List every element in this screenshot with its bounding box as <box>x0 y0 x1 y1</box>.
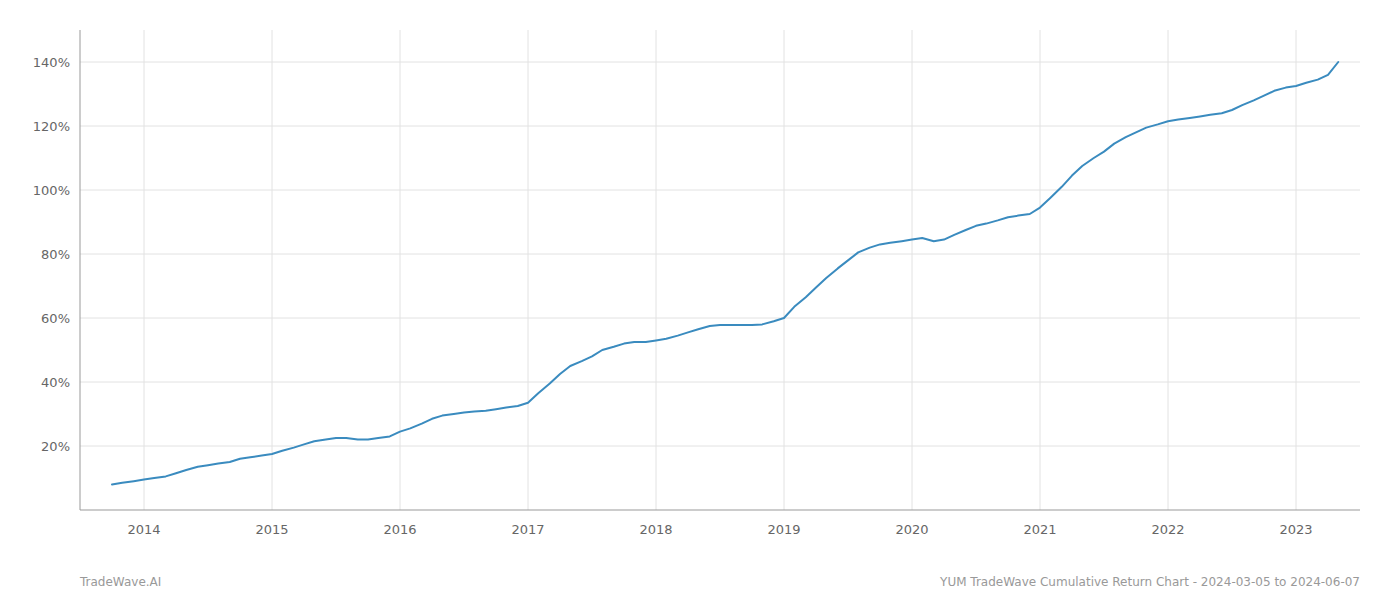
x-tick-label: 2023 <box>1279 522 1312 537</box>
y-tick-label: 140% <box>33 55 70 70</box>
y-grid-line <box>80 190 1360 191</box>
x-tick-label: 2019 <box>767 522 800 537</box>
chart: 2014 2015 2016 2017 2018 2019 2020 2021 2022 2023… <box>0 0 1400 600</box>
y-axis-line <box>80 30 81 510</box>
y-tick-label: 80% <box>41 247 70 262</box>
x-axis-line <box>80 510 1360 511</box>
y-grid-line <box>80 446 1360 447</box>
x-grid-line <box>272 30 273 510</box>
axes: 2014 2015 2016 2017 2018 2019 2020 2021 2022 2023… <box>33 30 1360 537</box>
x-grid-line <box>784 30 785 510</box>
y-grid-line <box>80 254 1360 255</box>
y-tick-label: 40% <box>41 375 70 390</box>
x-tick-label: 2021 <box>1023 522 1056 537</box>
x-tick-label: 2017 <box>511 522 544 537</box>
x-tick-label: 2016 <box>383 522 416 537</box>
x-grid-line <box>656 30 657 510</box>
x-tick-label: 2015 <box>255 522 288 537</box>
y-grid-line <box>80 382 1360 383</box>
x-grid-line <box>1040 30 1041 510</box>
y-tick-label: 20% <box>41 439 70 454</box>
y-tick-label: 100% <box>33 183 70 198</box>
line <box>112 62 1338 484</box>
x-grid-line <box>912 30 913 510</box>
chart-container: 2014 2015 2016 2017 2018 2019 2020 2021 2022 2023… <box>0 0 1400 600</box>
y-grid-line <box>80 318 1360 319</box>
plot-area <box>112 62 1338 484</box>
y-tick-label: 60% <box>41 311 70 326</box>
footer-text: YUM TradeWave Cumulative Return Chart - … <box>939 575 1360 589</box>
x-tick-label: 2022 <box>1151 522 1184 537</box>
x-grid-line <box>1168 30 1169 510</box>
x-grid-line <box>1296 30 1297 510</box>
x-grid-line <box>144 30 145 510</box>
grid <box>80 30 1360 510</box>
y-tick-label: 120% <box>33 119 70 134</box>
x-tick-label: 2020 <box>895 522 928 537</box>
y-grid-line <box>80 126 1360 127</box>
x-tick-label: 2014 <box>127 522 160 537</box>
x-tick-label: 2018 <box>639 522 672 537</box>
y-grid-line <box>80 62 1360 63</box>
x-grid-line <box>528 30 529 510</box>
x-grid-line <box>400 30 401 510</box>
footer-text: TradeWave.AI <box>79 575 161 589</box>
